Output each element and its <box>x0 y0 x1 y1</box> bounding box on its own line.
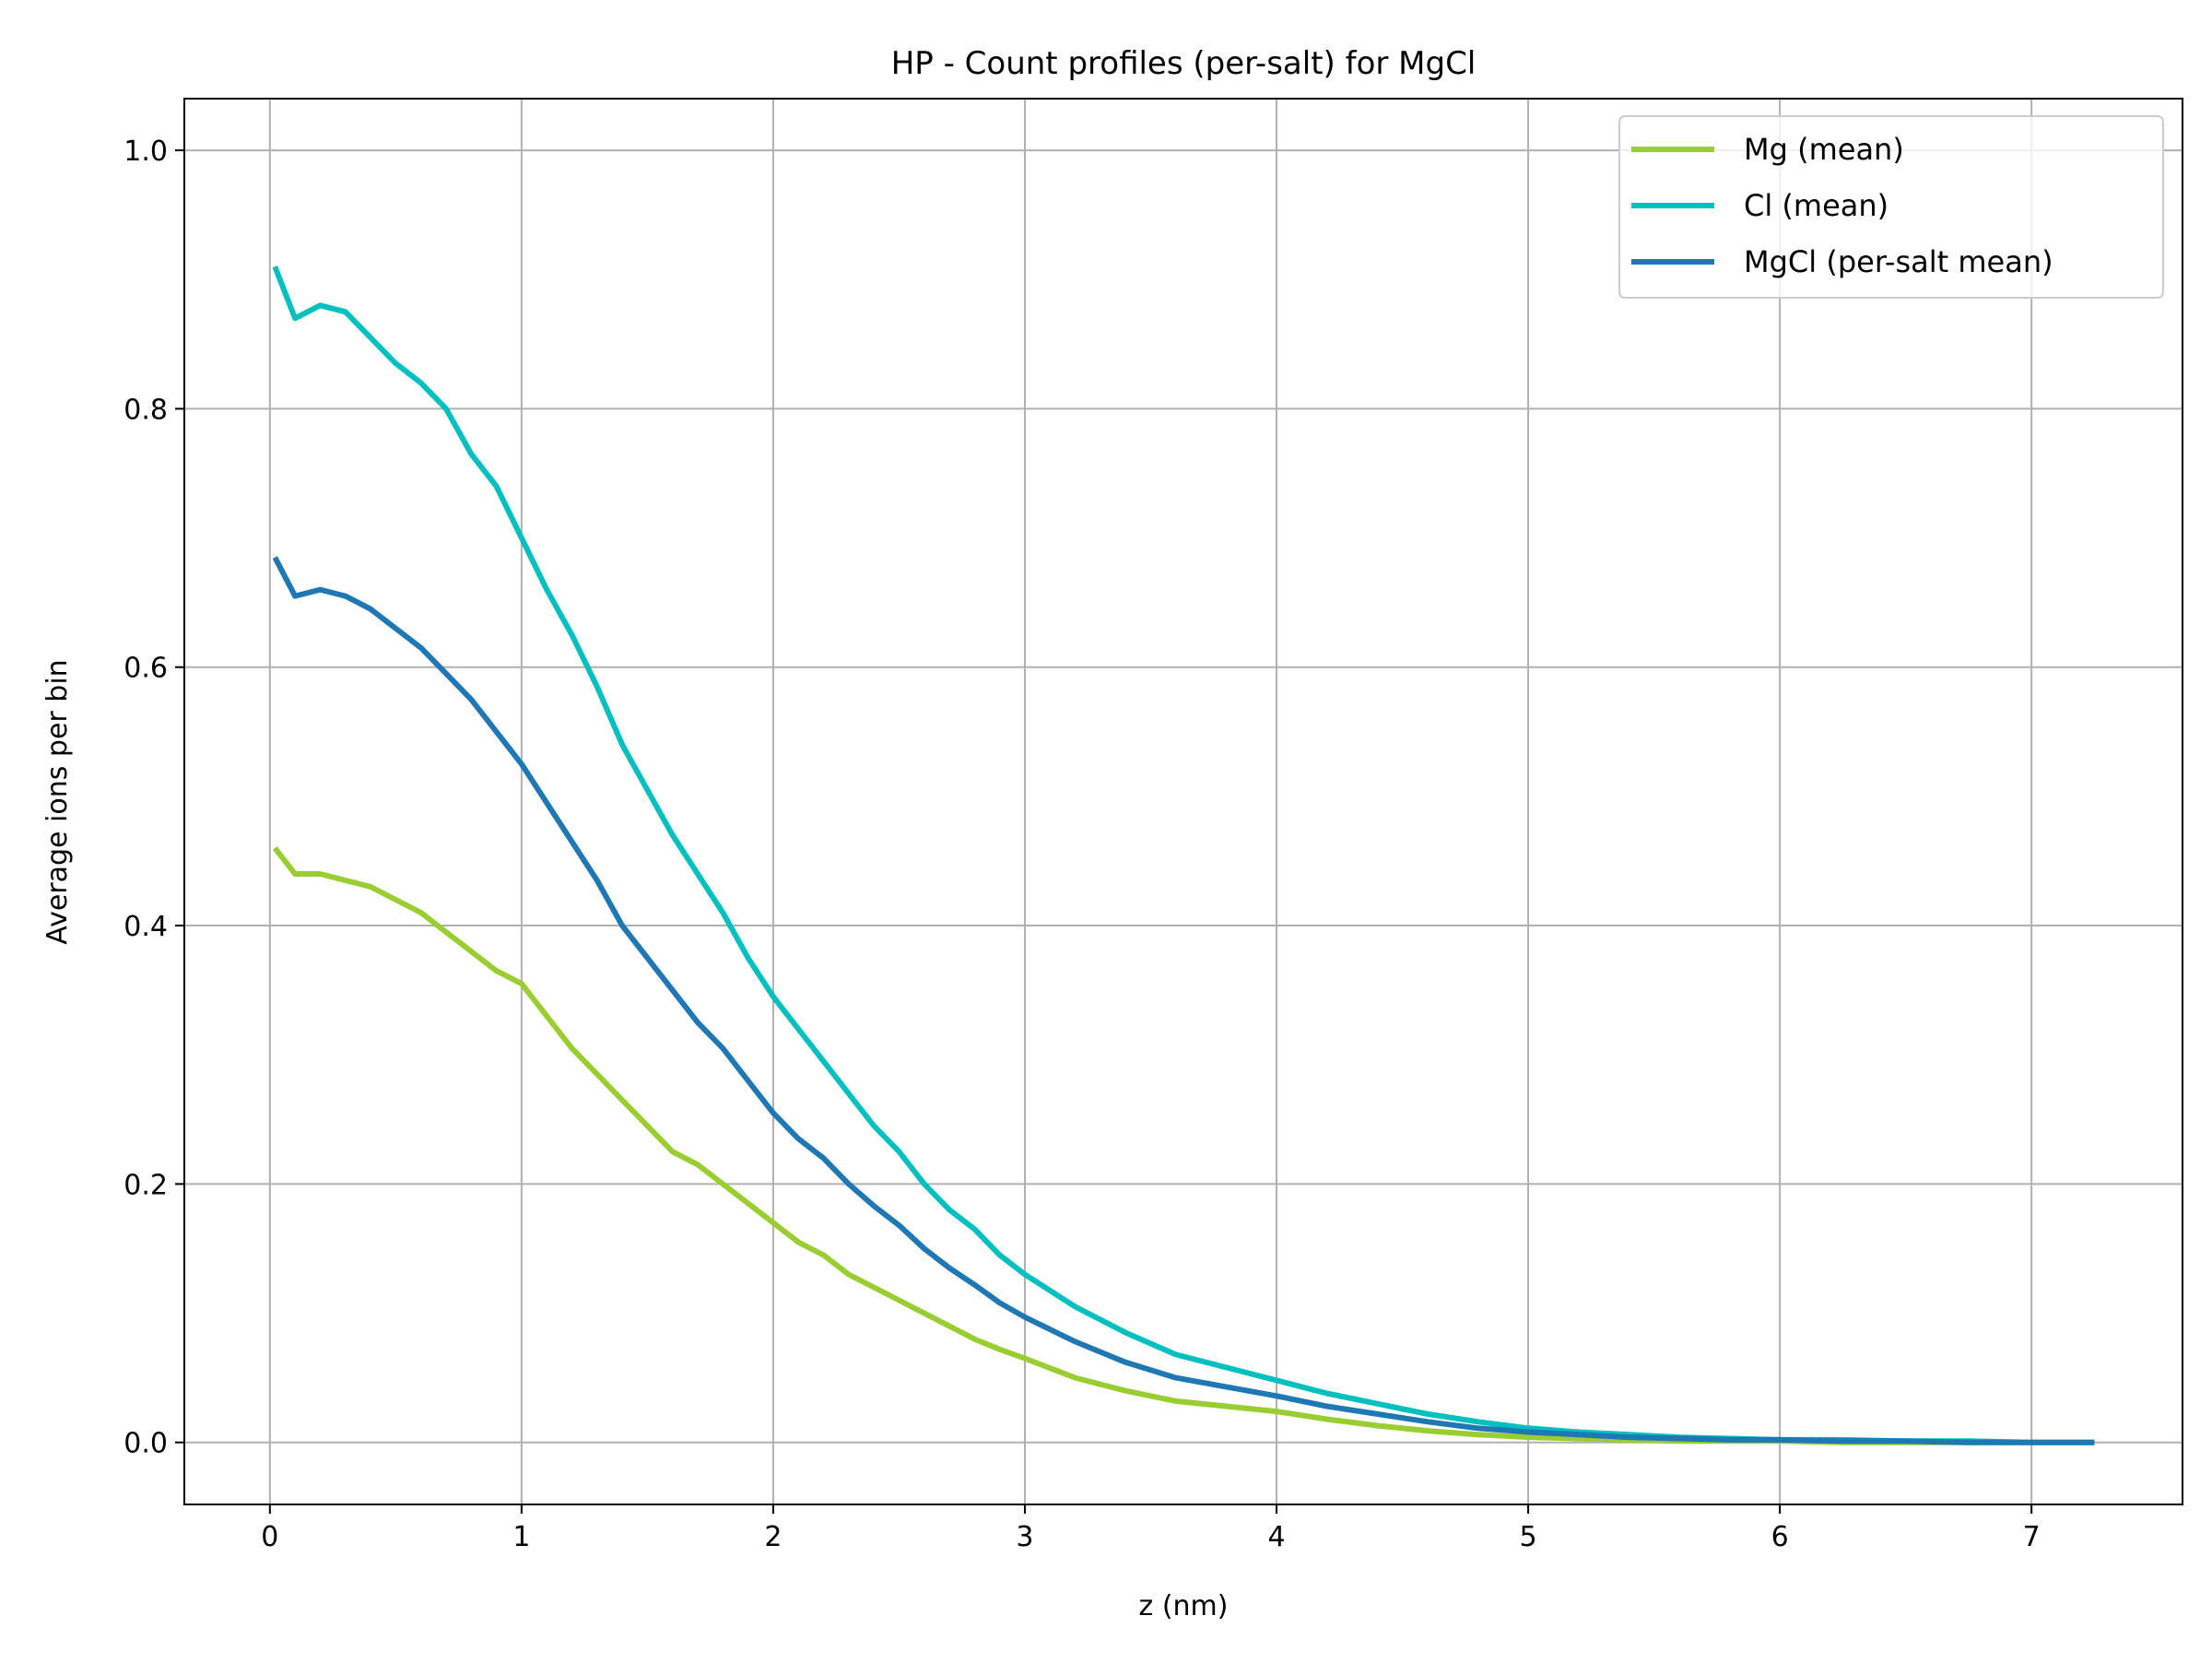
x-tick-label: 4 <box>1267 1521 1285 1553</box>
y-tick-label: 0.6 <box>124 653 168 685</box>
series-layer <box>272 265 2095 1445</box>
legend-label: Mg (mean) <box>1744 132 1904 167</box>
x-tick-label: 3 <box>1016 1521 1033 1553</box>
x-axis-label: z (nm) <box>1139 1590 1229 1622</box>
x-tick-label: 5 <box>1520 1521 1537 1553</box>
tick-layer: 0 1 2 3 4 5 6 7 0.0 0.2 0.4 0.6 0.8 1.0 <box>124 136 2040 1553</box>
x-tick-label: 0 <box>261 1521 278 1553</box>
legend: Mg (mean) Cl (mean) MgCl (per-salt mean) <box>1618 115 2164 299</box>
x-tick-label: 2 <box>764 1521 782 1553</box>
legend-box <box>1618 115 2164 299</box>
x-tick-label: 1 <box>512 1521 530 1553</box>
legend-label: Cl (mean) <box>1744 188 1888 223</box>
y-tick-label: 0.2 <box>124 1169 168 1201</box>
y-tick-label: 0.0 <box>124 1428 168 1460</box>
y-tick-label: 1.0 <box>124 136 168 168</box>
series-line-1 <box>272 846 2095 1445</box>
x-tick-label: 6 <box>1771 1521 1789 1553</box>
legend-label: MgCl (per-salt mean) <box>1744 244 2053 279</box>
y-tick-label: 0.4 <box>124 911 168 943</box>
y-axis-label: Average ions per bin <box>41 659 74 944</box>
chart-title: HP - Count profiles (per-salt) for MgCl <box>891 45 1477 82</box>
series-line-3 <box>272 556 2095 1445</box>
grid-layer <box>184 99 2183 1504</box>
x-tick-label: 7 <box>2023 1521 2041 1553</box>
y-tick-label: 0.8 <box>124 394 168 426</box>
plot-frame <box>183 98 2183 1505</box>
